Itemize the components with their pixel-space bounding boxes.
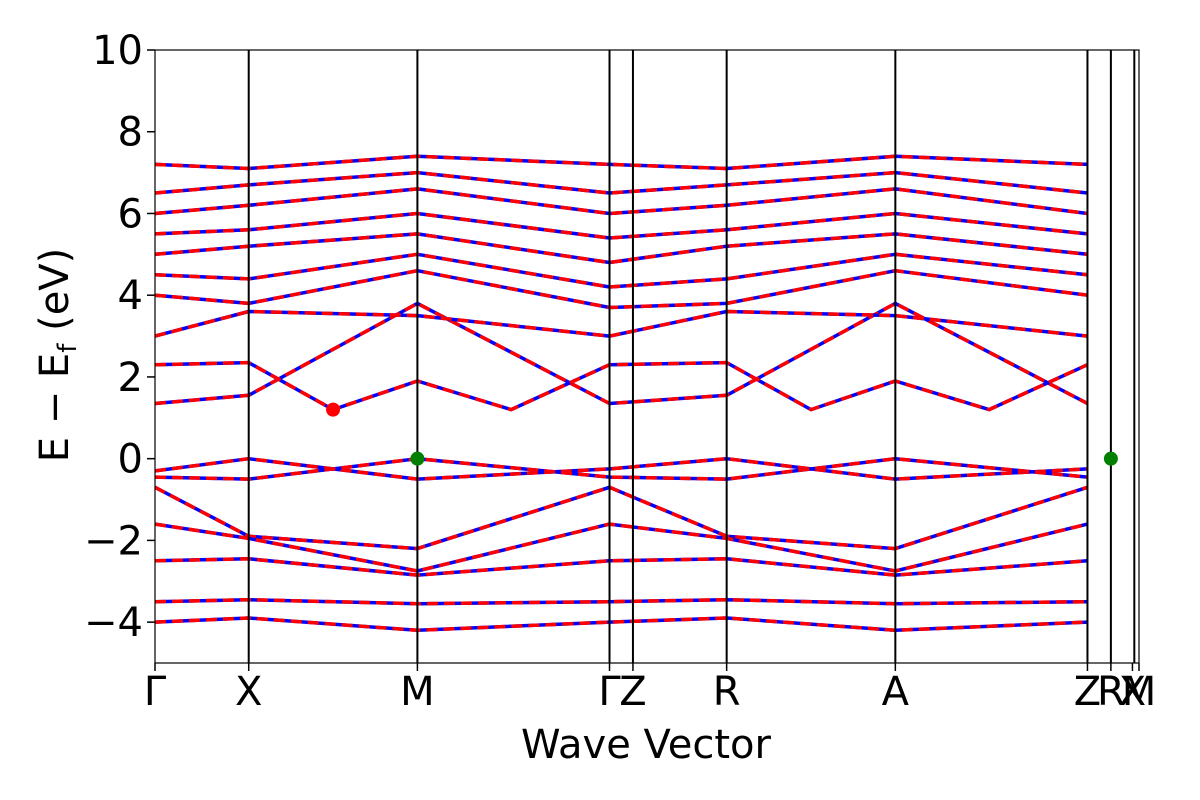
x-axis-label: Wave Vector bbox=[521, 722, 772, 768]
band-edge-marker-1 bbox=[410, 451, 425, 466]
plot-frame bbox=[154, 49, 1140, 664]
x-tick-label-2: M bbox=[400, 669, 435, 715]
x-tick-label-6: A bbox=[882, 669, 910, 715]
y-axis-ticks: 10 8 6 4 2 0 −2 −4 bbox=[84, 28, 155, 646]
band-line-dashed-15 bbox=[155, 170, 1088, 195]
x-tick-label-5: R bbox=[713, 669, 741, 715]
x-tick-label-3: Γ bbox=[598, 669, 621, 715]
band-line-2 bbox=[155, 485, 1089, 551]
x-tick-label-9: X bbox=[1119, 669, 1146, 715]
band-line-dashed-5 bbox=[155, 597, 1088, 606]
x-tick-label-4: Z bbox=[619, 669, 646, 715]
x-tick-label-10: M bbox=[1122, 669, 1157, 715]
band-edge-marker-2 bbox=[1103, 451, 1118, 466]
y-axis-label-unit: (eV) bbox=[32, 248, 78, 344]
y-tick-label-3: 4 bbox=[118, 273, 143, 319]
y-tick-label-1: 8 bbox=[118, 110, 143, 156]
kpoint-lines bbox=[247, 50, 1136, 663]
y-tick-label-6: −2 bbox=[84, 518, 143, 564]
y-tick-label-2: 6 bbox=[118, 191, 143, 237]
band-line-dashed-10 bbox=[155, 268, 1088, 310]
y-axis-label: E − Ef (eV) bbox=[32, 248, 83, 463]
y-axis-label-subscript: f bbox=[53, 343, 83, 353]
y-tick-label-4: 2 bbox=[118, 355, 143, 401]
x-tick-label-7: Z bbox=[1074, 669, 1101, 715]
y-tick-label-0: 10 bbox=[92, 28, 143, 74]
x-tick-label-8: R bbox=[1097, 669, 1125, 715]
bands-layer bbox=[155, 154, 1089, 633]
plot-area bbox=[154, 49, 1140, 664]
x-tick-label-1: X bbox=[235, 669, 262, 715]
band-edge-marker-0 bbox=[326, 402, 341, 417]
band-line-dashed-13 bbox=[155, 211, 1088, 240]
x-tick-label-0: Γ bbox=[144, 669, 167, 715]
y-tick-label-7: −4 bbox=[84, 600, 143, 646]
y-axis-label-main: E − E bbox=[32, 353, 78, 463]
band-edge-markers bbox=[326, 402, 1118, 466]
y-tick-label-5: 0 bbox=[118, 437, 143, 483]
